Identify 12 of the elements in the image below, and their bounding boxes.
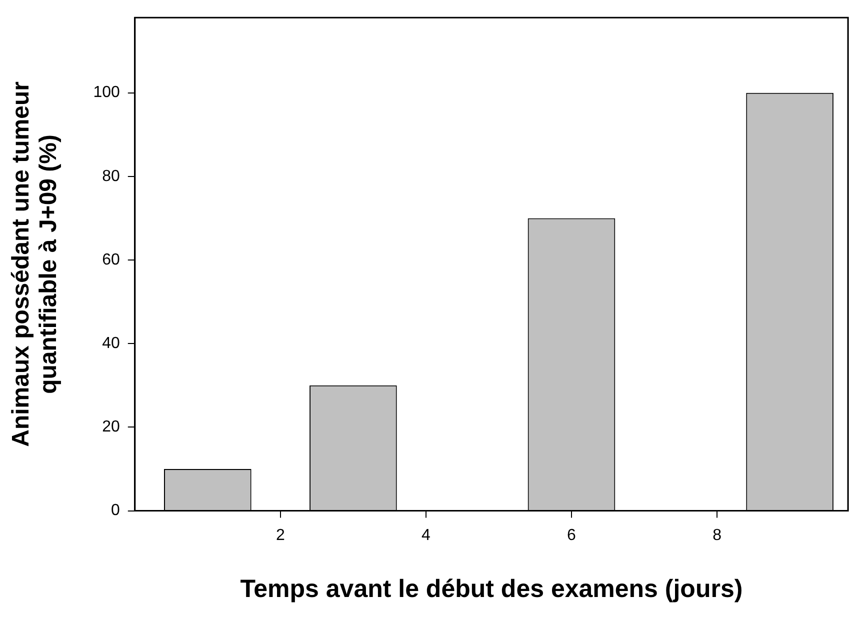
x-tick-label: 6 bbox=[567, 526, 576, 544]
y-tick-label: 40 bbox=[102, 335, 120, 352]
y-tick-label: 100 bbox=[93, 84, 120, 102]
y-tick-label: 60 bbox=[102, 251, 120, 268]
x-axis-title: Temps avant le début des examens (jours) bbox=[240, 574, 743, 603]
x-tick-label: 4 bbox=[422, 526, 431, 544]
y-tick-label: 80 bbox=[102, 168, 120, 185]
x-tick-label: 2 bbox=[276, 526, 285, 544]
y-axis-title: Animaux possédant une tumeur quantifiable à J+09 (%) bbox=[7, 82, 62, 447]
y-tick-label: 20 bbox=[102, 418, 120, 436]
x-tick-label: 8 bbox=[712, 526, 722, 544]
y-tick-label: 0 bbox=[110, 502, 120, 520]
